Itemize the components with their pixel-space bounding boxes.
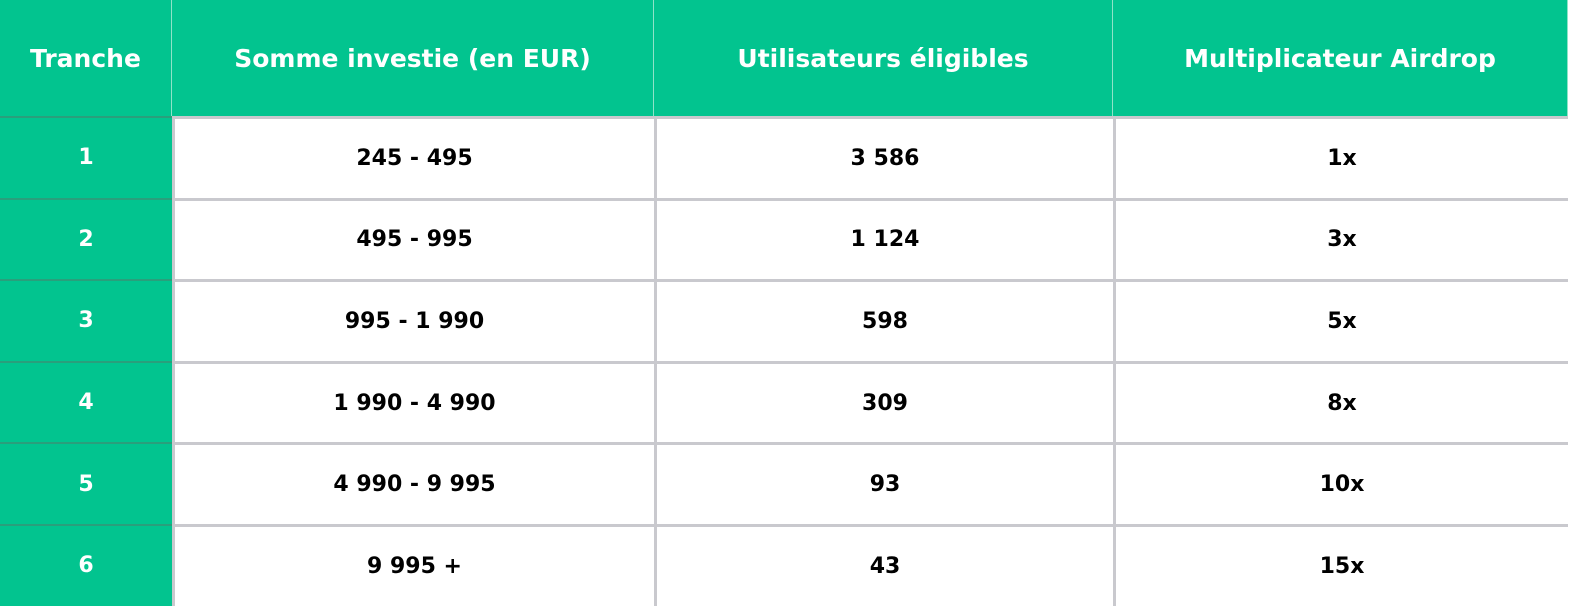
header-cell: Tranche (0, 0, 172, 116)
header-cell: Somme investie (en EUR) (172, 0, 654, 116)
row-label: 2 (0, 197, 172, 280)
table-cell: 5x (1113, 279, 1568, 361)
row-label: 3 (0, 279, 172, 361)
table-cell: 9 995 + (172, 523, 654, 606)
row-label: 5 (0, 442, 172, 524)
row-label: 4 (0, 360, 172, 443)
header-cell: Utilisateurs éligibles (654, 0, 1113, 116)
table-cell: 93 (654, 442, 1113, 524)
table-cell: 3 586 (654, 116, 1113, 198)
table-cell: 3x (1113, 197, 1568, 280)
table-cell: 598 (654, 279, 1113, 361)
table-cell: 4 990 - 9 995 (172, 442, 654, 524)
row-label: 1 (0, 116, 172, 198)
table-cell: 309 (654, 360, 1113, 443)
table-cell: 995 - 1 990 (172, 279, 654, 361)
table-cell: 43 (654, 523, 1113, 606)
table-cell: 1x (1113, 116, 1568, 198)
table-cell: 15x (1113, 523, 1568, 606)
table-cell: 245 - 495 (172, 116, 654, 198)
table-cell: 10x (1113, 442, 1568, 524)
row-label: 6 (0, 523, 172, 606)
header-cell: Multiplicateur Airdrop (1113, 0, 1568, 116)
table-cell: 1 990 - 4 990 (172, 360, 654, 443)
table-cell: 8x (1113, 360, 1568, 443)
table-cell: 1 124 (654, 197, 1113, 280)
table-cell: 495 - 995 (172, 197, 654, 280)
